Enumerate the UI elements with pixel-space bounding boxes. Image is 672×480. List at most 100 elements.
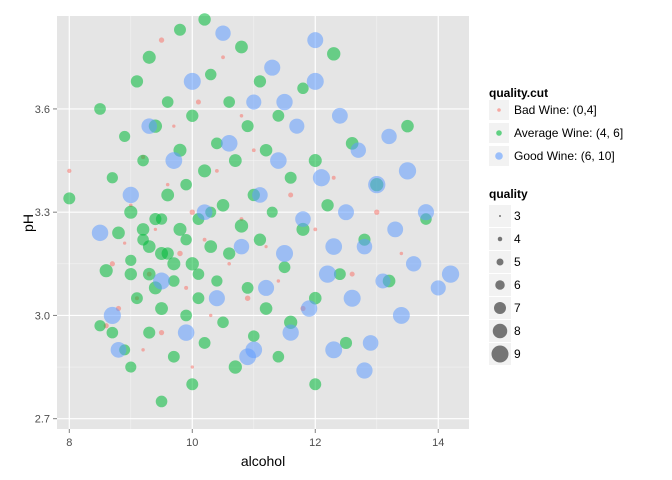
legend-key bbox=[492, 323, 508, 339]
data-point bbox=[258, 279, 275, 296]
data-point bbox=[103, 306, 121, 325]
data-point bbox=[246, 94, 262, 110]
legend-label: 5 bbox=[514, 255, 521, 269]
x-tick-label: 8 bbox=[66, 437, 72, 449]
y-tick-label: 3.3 bbox=[35, 207, 50, 219]
data-point bbox=[91, 224, 109, 242]
data-point bbox=[356, 362, 373, 379]
data-point bbox=[282, 324, 299, 341]
data-point bbox=[244, 295, 251, 301]
data-point bbox=[196, 204, 213, 221]
data-point bbox=[204, 240, 218, 253]
data-point bbox=[106, 172, 118, 184]
data-point bbox=[239, 114, 244, 118]
data-point bbox=[223, 247, 236, 260]
data-point bbox=[184, 285, 189, 290]
data-point bbox=[204, 68, 217, 81]
data-point bbox=[325, 238, 343, 255]
x-axis-ticks: 8 10 12 14 bbox=[66, 429, 444, 449]
data-point bbox=[94, 103, 106, 115]
data-point bbox=[153, 227, 158, 232]
data-point bbox=[63, 192, 76, 205]
x-tick-label: 10 bbox=[186, 437, 198, 449]
data-point bbox=[318, 265, 337, 283]
data-point bbox=[327, 47, 341, 61]
legend-key bbox=[495, 152, 503, 160]
data-point bbox=[264, 59, 281, 76]
data-point bbox=[248, 330, 260, 342]
data-point bbox=[153, 272, 170, 290]
data-point bbox=[253, 233, 267, 246]
data-point bbox=[161, 96, 174, 108]
data-point bbox=[350, 142, 366, 158]
data-point bbox=[288, 192, 294, 198]
data-point bbox=[174, 23, 186, 36]
data-point bbox=[211, 275, 223, 287]
data-point bbox=[430, 280, 446, 296]
data-point bbox=[241, 120, 254, 133]
data-point bbox=[321, 199, 334, 212]
data-point bbox=[195, 99, 201, 105]
data-point bbox=[234, 219, 249, 233]
data-point bbox=[272, 350, 285, 363]
data-point bbox=[381, 128, 397, 145]
legend-key bbox=[499, 215, 501, 217]
data-point bbox=[343, 289, 361, 307]
legend-key bbox=[497, 236, 503, 242]
data-point bbox=[172, 124, 176, 128]
data-point bbox=[227, 262, 231, 266]
data-point bbox=[198, 13, 211, 26]
data-point bbox=[124, 267, 137, 281]
y-tick-label: 3.6 bbox=[35, 104, 50, 116]
data-point bbox=[289, 118, 305, 134]
data-point bbox=[208, 290, 225, 307]
data-point bbox=[137, 154, 149, 167]
data-point bbox=[331, 107, 348, 124]
data-point bbox=[142, 267, 156, 281]
data-point bbox=[417, 204, 435, 221]
data-point bbox=[94, 320, 106, 332]
data-point bbox=[339, 336, 353, 350]
data-point bbox=[161, 247, 174, 260]
data-point bbox=[325, 341, 343, 359]
data-point bbox=[368, 176, 386, 194]
data-point bbox=[235, 40, 248, 54]
data-point bbox=[375, 273, 391, 289]
data-point bbox=[284, 171, 297, 184]
data-point bbox=[270, 152, 287, 169]
data-point bbox=[217, 316, 229, 329]
data-point bbox=[155, 302, 168, 315]
data-point bbox=[374, 209, 380, 215]
y-tick-label: 2.7 bbox=[35, 414, 50, 426]
data-point bbox=[297, 82, 309, 94]
data-point bbox=[192, 268, 205, 280]
data-point bbox=[266, 206, 278, 218]
data-point bbox=[300, 300, 318, 317]
data-points bbox=[63, 13, 460, 408]
data-point bbox=[119, 130, 131, 143]
data-point bbox=[165, 152, 183, 169]
data-point bbox=[106, 326, 119, 339]
data-point bbox=[405, 256, 422, 272]
y-axis-ticks: 2.7 3.0 3.3 3.6 bbox=[35, 104, 57, 426]
color-legend-title: quality.cut bbox=[489, 86, 548, 100]
data-point bbox=[168, 275, 180, 287]
data-point bbox=[165, 182, 170, 187]
data-point bbox=[155, 395, 168, 408]
data-point bbox=[233, 238, 250, 255]
data-point bbox=[399, 251, 404, 256]
data-point bbox=[180, 234, 192, 246]
data-point bbox=[161, 188, 175, 202]
data-point bbox=[158, 330, 165, 336]
data-point bbox=[441, 265, 460, 283]
legend-key bbox=[494, 302, 506, 314]
data-point bbox=[306, 72, 324, 90]
data-point bbox=[125, 361, 137, 373]
data-point bbox=[276, 244, 294, 262]
data-point bbox=[259, 302, 273, 315]
data-point bbox=[272, 109, 285, 122]
data-point bbox=[124, 205, 138, 219]
data-point bbox=[177, 250, 183, 257]
data-point bbox=[173, 222, 187, 236]
